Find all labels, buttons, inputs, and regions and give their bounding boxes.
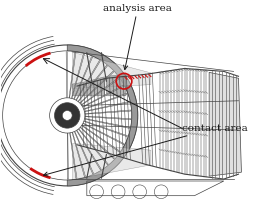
- Text: analysis area: analysis area: [103, 4, 172, 70]
- Circle shape: [55, 103, 80, 128]
- Polygon shape: [74, 131, 94, 174]
- Polygon shape: [76, 60, 100, 100]
- Polygon shape: [70, 133, 77, 178]
- Polygon shape: [84, 118, 130, 128]
- Polygon shape: [78, 65, 107, 102]
- Polygon shape: [66, 52, 67, 98]
- Polygon shape: [84, 93, 127, 110]
- Polygon shape: [76, 130, 101, 170]
- Circle shape: [62, 110, 72, 120]
- Polygon shape: [72, 132, 86, 177]
- Polygon shape: [72, 81, 87, 96]
- Circle shape: [50, 98, 85, 133]
- Polygon shape: [84, 121, 128, 137]
- Polygon shape: [89, 77, 105, 96]
- Polygon shape: [80, 71, 114, 103]
- Polygon shape: [81, 78, 119, 105]
- Polygon shape: [106, 74, 126, 96]
- Polygon shape: [67, 133, 68, 179]
- Text: contact area: contact area: [44, 124, 247, 176]
- Polygon shape: [78, 129, 108, 165]
- Polygon shape: [80, 127, 115, 159]
- Polygon shape: [85, 116, 131, 120]
- Wedge shape: [67, 45, 138, 186]
- Polygon shape: [69, 52, 76, 98]
- Polygon shape: [74, 57, 93, 99]
- Polygon shape: [83, 123, 124, 145]
- Polygon shape: [71, 54, 84, 98]
- Polygon shape: [84, 101, 130, 112]
- Polygon shape: [83, 85, 124, 107]
- Polygon shape: [82, 125, 120, 152]
- Polygon shape: [209, 72, 242, 176]
- Polygon shape: [85, 110, 131, 114]
